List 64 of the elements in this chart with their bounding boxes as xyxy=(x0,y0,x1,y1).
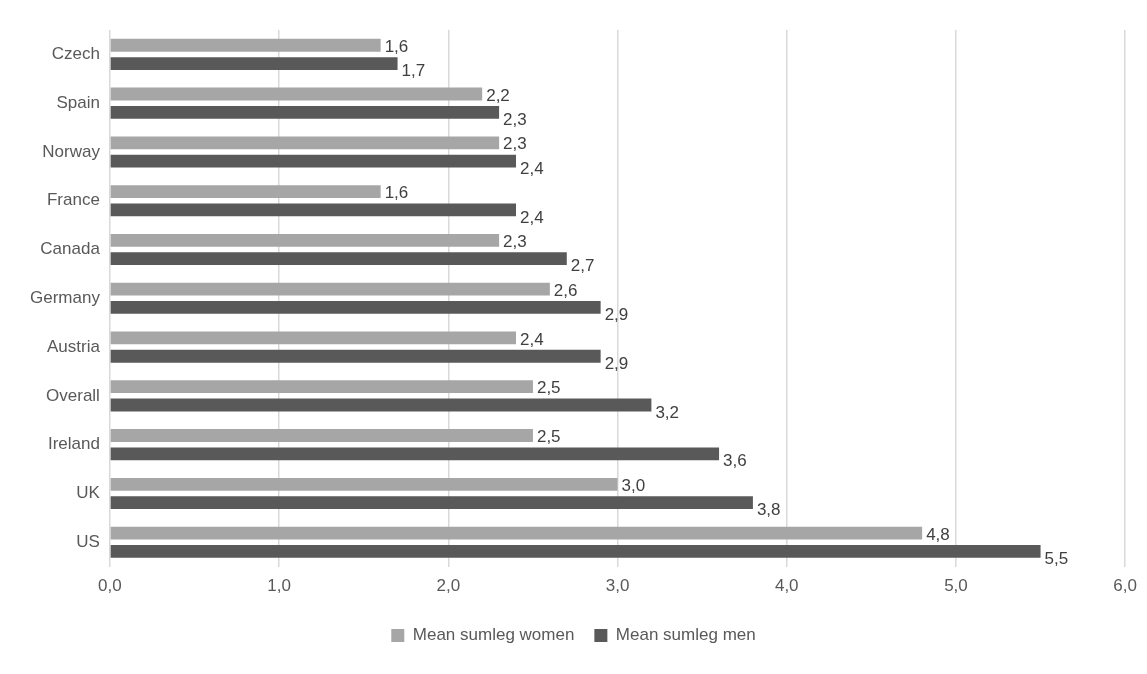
x-tick-label: 6,0 xyxy=(1113,576,1137,596)
bar xyxy=(110,57,398,70)
bar xyxy=(110,233,500,247)
data-label: 2,9 xyxy=(604,305,629,325)
y-tick-label: Austria xyxy=(46,336,101,356)
data-label: 2,9 xyxy=(604,353,629,373)
data-label: 2,6 xyxy=(553,280,578,300)
bar xyxy=(110,38,381,52)
data-label: 3,0 xyxy=(621,475,646,495)
y-tick-label: Overall xyxy=(46,385,100,405)
bar xyxy=(110,282,550,296)
data-label: 2,4 xyxy=(520,158,544,178)
data-label: 1,7 xyxy=(401,61,426,81)
y-tick-label: Spain xyxy=(56,92,100,112)
data-label: 1,6 xyxy=(384,183,409,203)
bar xyxy=(110,87,483,101)
y-tick-label: Germany xyxy=(29,287,101,307)
bar xyxy=(110,154,517,168)
y-tick-label: UK xyxy=(76,483,101,503)
bar xyxy=(110,252,567,266)
legend-label: Mean sumleg women xyxy=(412,625,575,645)
x-tick-label: 5,0 xyxy=(944,576,968,596)
bar xyxy=(110,331,517,345)
data-label: 3,8 xyxy=(756,500,781,520)
bar xyxy=(110,526,923,540)
data-label: 1,6 xyxy=(384,36,409,56)
data-label: 2,2 xyxy=(486,85,510,105)
data-label: 2,4 xyxy=(520,329,544,349)
data-label: 3,2 xyxy=(655,402,680,422)
x-tick-label: 1,0 xyxy=(267,576,291,596)
data-label: 2,3 xyxy=(503,134,527,154)
x-tick-label: 0,0 xyxy=(98,576,122,596)
x-tick-label: 3,0 xyxy=(605,576,630,596)
y-tick-label: Canada xyxy=(40,239,101,259)
data-label: 2,7 xyxy=(570,256,595,276)
bar xyxy=(110,105,500,119)
y-tick-label: Czech xyxy=(51,44,100,64)
data-label: 4,8 xyxy=(926,524,950,544)
y-tick-label: US xyxy=(76,531,100,551)
bar xyxy=(110,398,652,412)
data-label: 5,5 xyxy=(1044,549,1069,569)
data-label: 2,3 xyxy=(503,110,527,130)
legend-label: Mean sumleg men xyxy=(615,625,756,645)
bar xyxy=(110,380,533,394)
bar xyxy=(110,447,720,461)
bar xyxy=(110,136,500,150)
y-tick-label: Norway xyxy=(42,141,101,161)
bar xyxy=(110,203,517,217)
bar xyxy=(110,477,618,491)
bar xyxy=(110,349,601,363)
y-tick-label: France xyxy=(46,190,100,210)
data-label: 2,5 xyxy=(536,427,561,447)
data-label: 3,6 xyxy=(723,451,747,471)
bar xyxy=(110,301,601,314)
x-tick-label: 2,0 xyxy=(436,576,461,596)
bar xyxy=(110,496,753,509)
bar xyxy=(110,429,533,442)
bar xyxy=(110,544,1041,558)
data-label: 2,4 xyxy=(520,207,544,227)
bar xyxy=(110,185,381,198)
data-label: 2,3 xyxy=(503,232,527,252)
data-label: 2,5 xyxy=(536,378,561,398)
x-tick-label: 4,0 xyxy=(774,576,799,596)
y-tick-label: Ireland xyxy=(47,434,100,454)
